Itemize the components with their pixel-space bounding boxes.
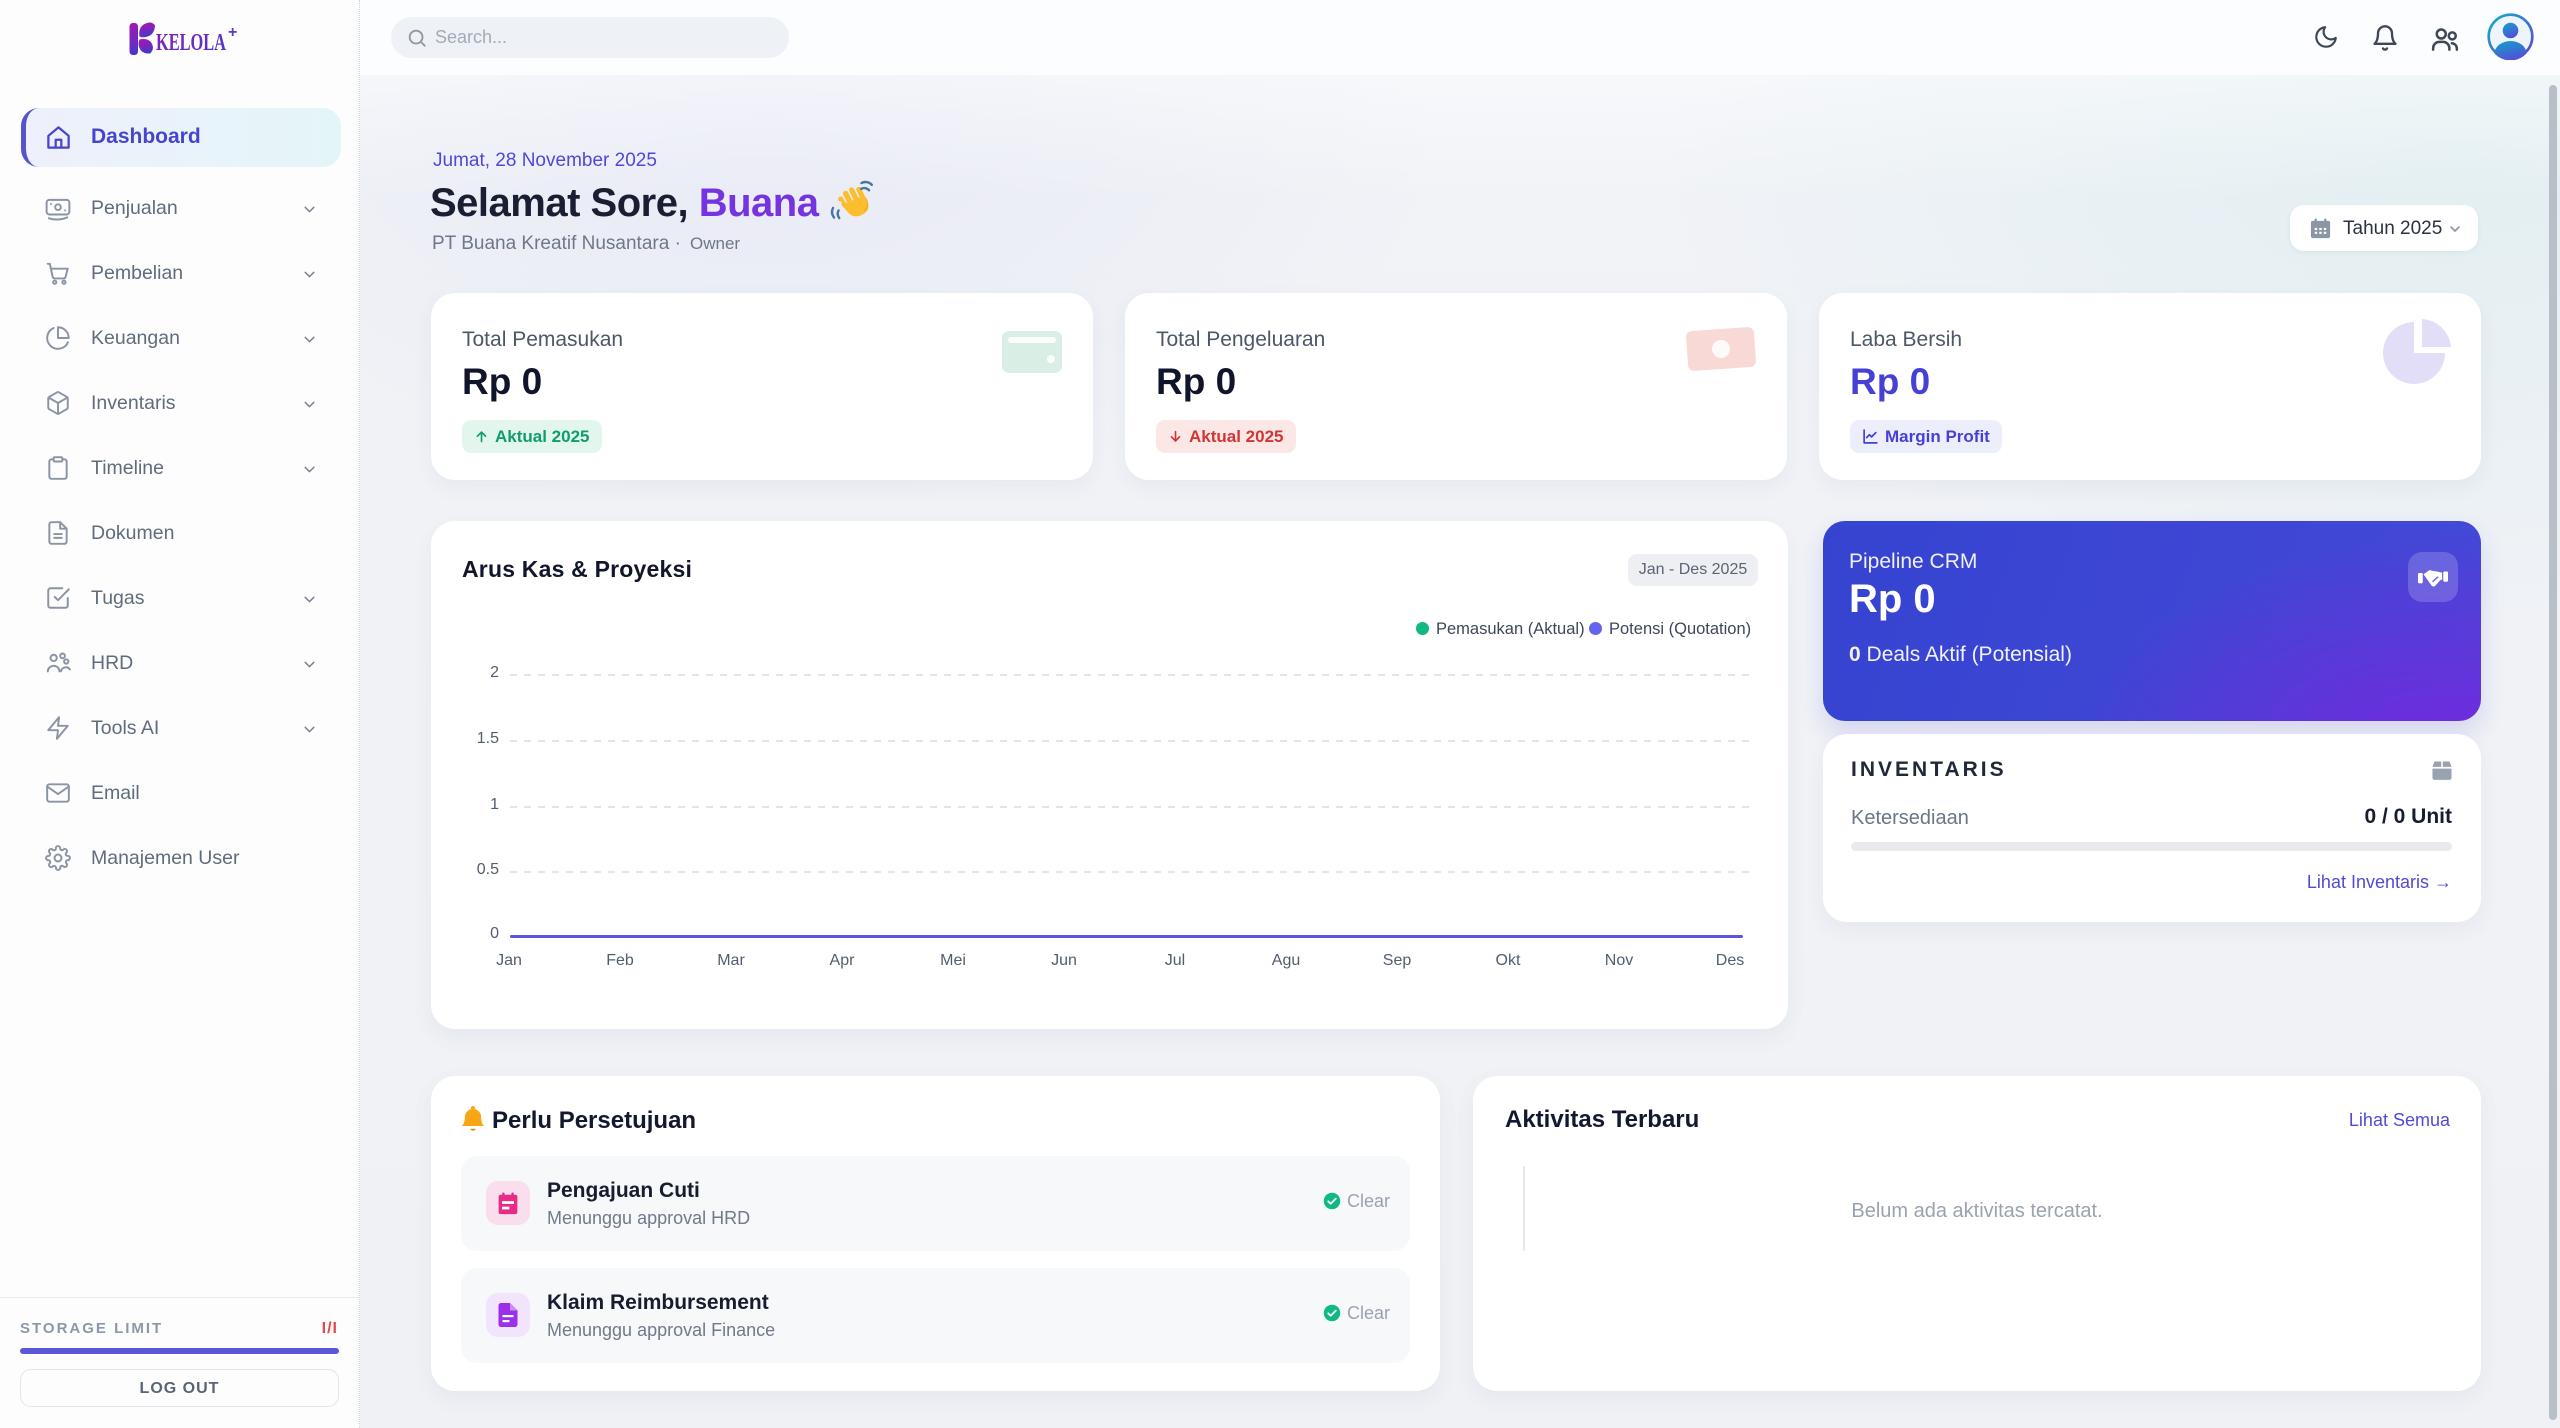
svg-text:KELOLA: KELOLA (156, 30, 226, 56)
svg-text:+: + (228, 24, 237, 41)
